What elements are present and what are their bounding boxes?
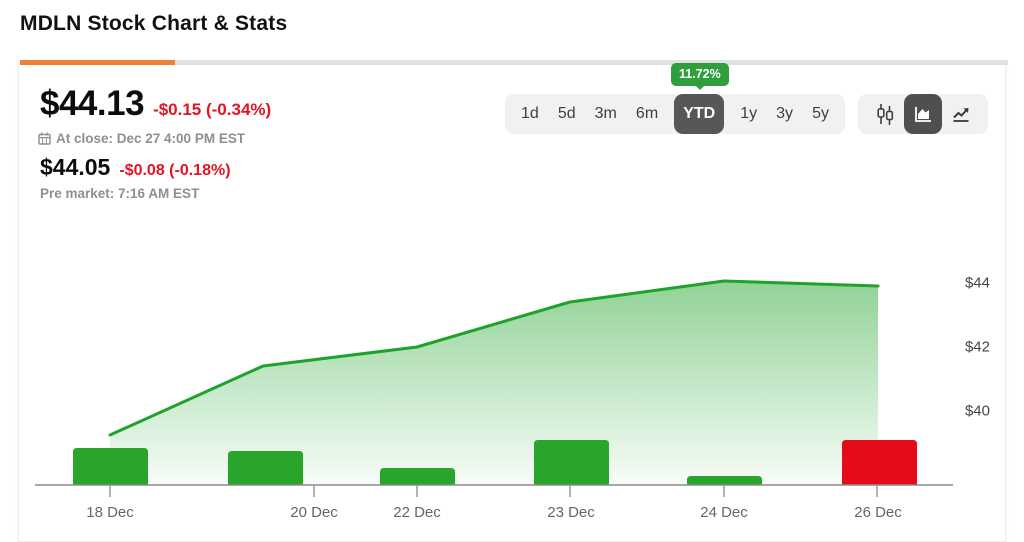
range-button-5y[interactable]: 5y bbox=[812, 105, 829, 122]
range-change-badge: 11.72% bbox=[671, 63, 729, 86]
premarket-time-label: Pre market: 7:16 AM EST bbox=[40, 186, 200, 201]
close-time-label: At close: Dec 27 4:00 PM EST bbox=[56, 131, 246, 146]
range-button-5d[interactable]: 5d bbox=[557, 105, 576, 122]
premarket-change: -$0.08 (-0.18%) bbox=[119, 162, 231, 179]
close-change: -$0.15 (-0.34%) bbox=[153, 100, 272, 119]
calendar-icon bbox=[38, 132, 51, 145]
range-selector: 1d 5d 3m 6m YTD 1y 3y 5y bbox=[505, 94, 845, 134]
close-price-row: $44.13 -$0.15 (-0.34%) bbox=[40, 84, 271, 124]
range-button-ytd[interactable]: YTD bbox=[674, 94, 725, 134]
volume-bar-24dec bbox=[687, 476, 762, 485]
price-area-fill bbox=[110, 281, 878, 485]
y-axis-label-44: $44 bbox=[964, 274, 990, 292]
x-axis-label-20dec: 20 Dec bbox=[290, 504, 338, 521]
x-axis-label-18dec: 18 Dec bbox=[86, 504, 134, 521]
volume-bar-20dec bbox=[228, 451, 303, 485]
x-axis-label-24dec: 24 Dec bbox=[700, 504, 748, 521]
range-button-6m[interactable]: 6m bbox=[635, 105, 659, 122]
y-axis-label-42: $42 bbox=[964, 338, 990, 356]
title-underline-accent bbox=[20, 60, 175, 65]
range-button-3m[interactable]: 3m bbox=[594, 105, 617, 122]
x-axis-label-26dec: 26 Dec bbox=[854, 504, 902, 521]
range-button-3y[interactable]: 3y bbox=[776, 105, 794, 122]
page-title: MDLN Stock Chart & Stats bbox=[20, 12, 288, 35]
range-button-1y[interactable]: 1y bbox=[740, 105, 758, 122]
volume-bar-22dec bbox=[380, 468, 455, 485]
price-line bbox=[108, 279, 880, 437]
volume-bar-23dec bbox=[534, 440, 609, 485]
volume-bar-18dec bbox=[73, 448, 148, 485]
premarket-price-row: $44.05 -$0.08 (-0.18%) bbox=[40, 154, 231, 181]
y-axis-label-40: $40 bbox=[964, 402, 990, 420]
premarket-time-row: Pre market: 7:16 AM EST bbox=[40, 186, 199, 201]
area-chart-icon bbox=[915, 107, 931, 122]
line-chart-button[interactable] bbox=[942, 94, 980, 134]
line-chart-icon bbox=[953, 108, 969, 122]
close-price: $44.13 bbox=[40, 84, 145, 123]
title-underline-track bbox=[175, 60, 1008, 65]
range-button-1d[interactable]: 1d bbox=[521, 105, 539, 122]
premarket-price: $44.05 bbox=[40, 154, 111, 180]
candlestick-chart-button[interactable] bbox=[866, 94, 904, 134]
volume-bar-26dec bbox=[842, 440, 917, 485]
x-axis-label-23dec: 23 Dec bbox=[547, 504, 595, 521]
x-axis-label-22dec: 22 Dec bbox=[393, 504, 441, 521]
chart-type-selector bbox=[858, 94, 988, 134]
close-time-row: At close: Dec 27 4:00 PM EST bbox=[38, 131, 245, 146]
area-chart-button[interactable] bbox=[904, 94, 942, 134]
candlestick-icon bbox=[877, 104, 894, 125]
